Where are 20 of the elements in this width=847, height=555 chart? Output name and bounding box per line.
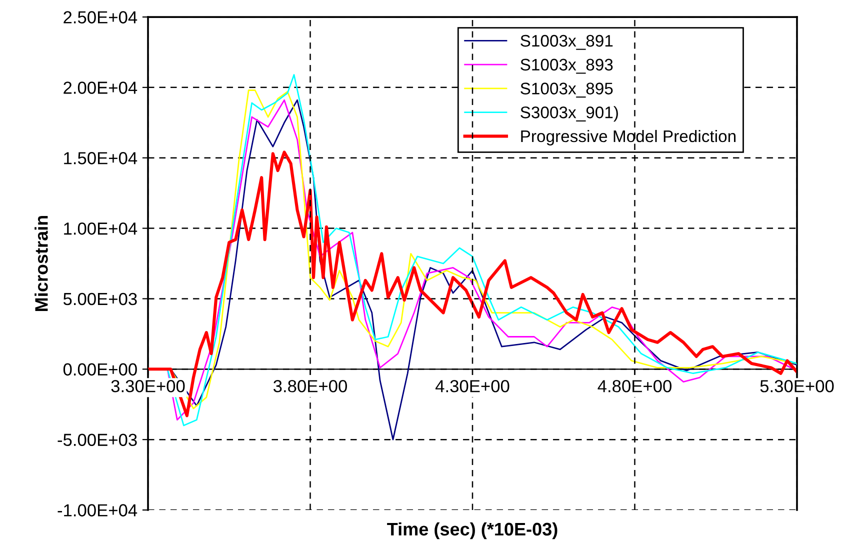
x-tick-label: 5.30E+00 <box>760 380 834 392</box>
y-tick-label: -1.00E+04 <box>58 504 138 516</box>
legend-label: Progressive Model Prediction <box>521 130 736 146</box>
y-tick-label: 2.50E+04 <box>64 11 138 24</box>
x-tick-label: 3.30E+00 <box>111 380 185 392</box>
x-tick-label: 3.80E+00 <box>274 380 347 392</box>
x-tick-label: 4.30E+00 <box>435 380 510 392</box>
x-axis-title: Time (sec) (*10E-03) <box>387 522 558 540</box>
y-tick-label: 5.00E+03 <box>63 292 137 306</box>
y-tick-label: 1.00E+04 <box>64 222 138 235</box>
x-tick-label: 4.80E+00 <box>598 380 672 392</box>
legend-label: S1003x_895 <box>520 82 613 98</box>
y-tick-label: -5.00E+03 <box>58 434 137 446</box>
y-tick-label: 2.00E+04 <box>64 82 138 94</box>
legend-label: S1003x_891 <box>520 34 613 50</box>
y-tick-label: 0.00E+00 <box>63 363 137 376</box>
legend-label: S1003x_893 <box>520 58 613 74</box>
legend-label: S3003x_901) <box>520 106 618 122</box>
y-tick-label: 1.50E+04 <box>64 152 138 164</box>
y-axis-title: Microstrain <box>34 216 48 311</box>
